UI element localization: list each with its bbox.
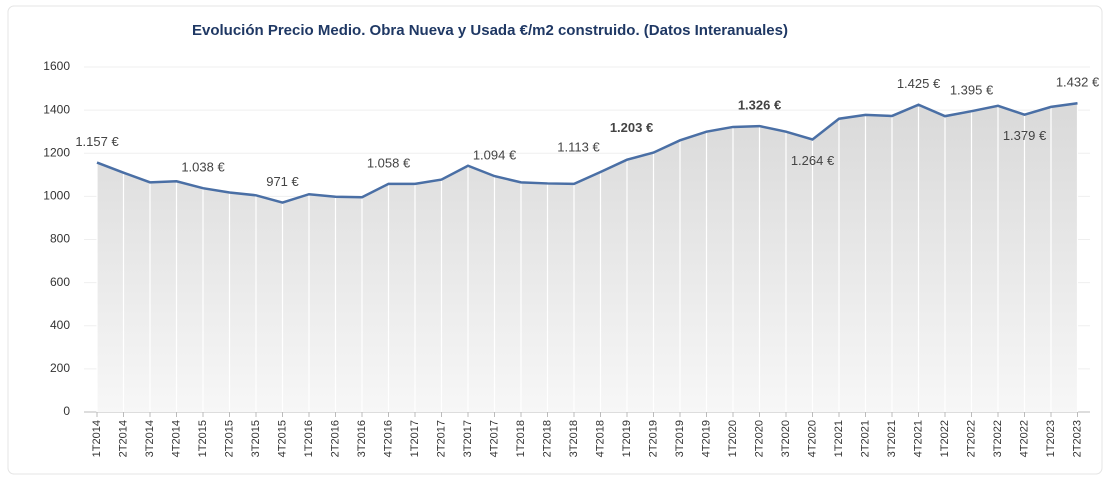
x-tick-label: 3T2019 bbox=[674, 420, 686, 457]
x-tick-label: 4T2018 bbox=[594, 420, 606, 457]
x-tick-label: 4T2016 bbox=[382, 420, 394, 457]
value-label: 1.326 € bbox=[738, 98, 781, 113]
value-label: 1.038 € bbox=[181, 160, 225, 175]
x-tick-label: 4T2022 bbox=[1018, 420, 1030, 457]
x-tick-label: 3T2018 bbox=[568, 420, 580, 457]
x-tick-label: 2T2017 bbox=[435, 420, 447, 457]
x-tick-label: 4T2015 bbox=[276, 420, 288, 457]
x-tick-label: 1T2015 bbox=[197, 420, 209, 457]
x-tick-label: 3T2021 bbox=[886, 420, 898, 457]
x-tick-label: 3T2016 bbox=[356, 420, 368, 457]
value-label: 1.094 € bbox=[473, 148, 517, 163]
y-tick-label: 1200 bbox=[43, 145, 70, 159]
x-tick-label: 4T2019 bbox=[700, 420, 712, 457]
x-tick-label: 2T2018 bbox=[541, 420, 553, 457]
value-label: 1.113 € bbox=[557, 139, 600, 154]
x-tick-label: 1T2018 bbox=[515, 420, 527, 457]
x-tick-label: 4T2014 bbox=[170, 420, 182, 457]
x-tick-label: 2T2021 bbox=[859, 420, 871, 457]
y-tick-label: 800 bbox=[50, 232, 70, 246]
x-tick-label: 2T2016 bbox=[329, 420, 341, 457]
value-label: 1.379 € bbox=[1003, 128, 1047, 143]
x-tick-label: 4T2021 bbox=[912, 420, 924, 457]
value-label: 971 € bbox=[266, 174, 299, 189]
area bbox=[97, 103, 1078, 412]
x-tick-label: 2T2019 bbox=[647, 420, 659, 457]
x-tick-label: 4T2017 bbox=[488, 420, 500, 457]
y-tick-label: 600 bbox=[50, 275, 70, 289]
x-tick-label: 2T2023 bbox=[1071, 420, 1083, 457]
value-label: 1.432 € bbox=[1056, 75, 1100, 90]
x-tick-label: 1T2021 bbox=[833, 420, 845, 457]
chart-title: Evolución Precio Medio. Obra Nueva y Usa… bbox=[192, 22, 788, 39]
x-tick-label: 1T2023 bbox=[1045, 420, 1057, 457]
x-tick-label: 2T2014 bbox=[117, 420, 129, 457]
value-label: 1.157 € bbox=[75, 134, 119, 149]
x-tick-label: 3T2015 bbox=[250, 420, 262, 457]
value-label: 1.203 € bbox=[610, 120, 653, 135]
x-tick-label: 2T2015 bbox=[223, 420, 235, 457]
x-tick-label: 1T2022 bbox=[939, 420, 951, 457]
x-tick-label: 2T2022 bbox=[965, 420, 977, 457]
x-tick-label: 1T2016 bbox=[303, 420, 315, 457]
x-tick-label: 1T2020 bbox=[727, 420, 739, 457]
value-label: 1.395 € bbox=[950, 83, 994, 98]
x-tick-label: 3T2020 bbox=[780, 420, 792, 457]
y-tick-label: 400 bbox=[50, 318, 70, 332]
value-label: 1.425 € bbox=[897, 76, 941, 91]
y-tick-label: 1000 bbox=[43, 189, 70, 203]
x-tick-label: 1T2017 bbox=[409, 420, 421, 457]
x-tick-label: 3T2014 bbox=[144, 420, 156, 457]
x-tick-label: 2T2020 bbox=[753, 420, 765, 457]
y-tick-label: 0 bbox=[63, 404, 70, 418]
line bbox=[96, 101, 1078, 204]
x-tick-label: 3T2022 bbox=[992, 420, 1004, 457]
y-tick-label: 1600 bbox=[43, 59, 70, 73]
x-tick-label: 4T2020 bbox=[806, 420, 818, 457]
value-label: 1.058 € bbox=[367, 155, 411, 170]
x-tick-label: 1T2014 bbox=[91, 420, 103, 457]
x-tick-label: 1T2019 bbox=[621, 420, 633, 457]
value-label: 1.264 € bbox=[791, 153, 835, 168]
x-tick-label: 3T2017 bbox=[462, 420, 474, 457]
y-tick-label: 1400 bbox=[43, 102, 70, 116]
y-tick-label: 200 bbox=[50, 361, 70, 375]
